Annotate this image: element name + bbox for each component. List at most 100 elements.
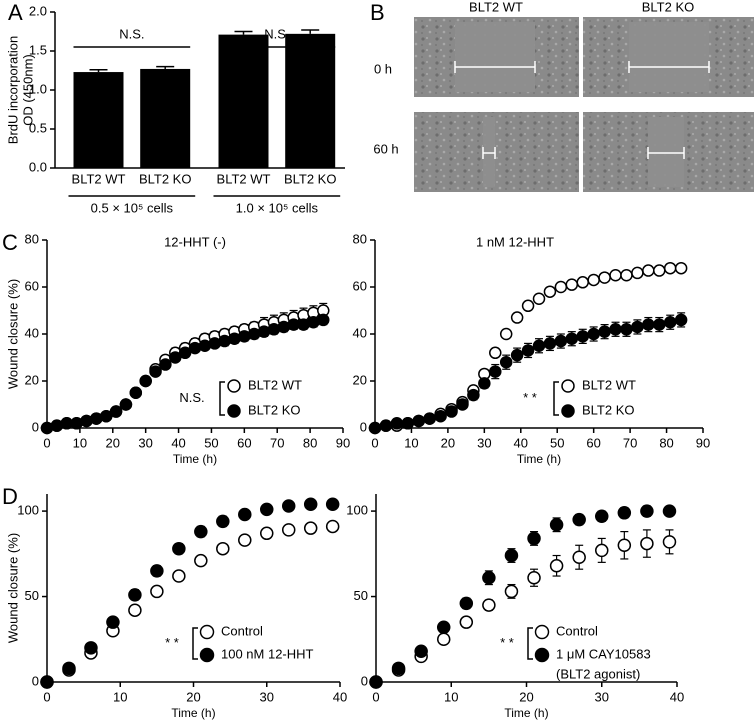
y-tick-label: 1.0 (29, 81, 47, 96)
point (532, 292, 546, 305)
x-tick-label: 90 (336, 435, 350, 450)
legend-marker (227, 404, 241, 418)
x-tick-label: 60 (586, 435, 600, 450)
legend-label: BLT2 WT (248, 377, 302, 392)
x-axis-label: Time (h) (171, 706, 215, 720)
chart-title: 12-HHT (-) (164, 234, 226, 249)
x-tick-label: 20 (106, 435, 120, 450)
point (423, 412, 436, 425)
bar (140, 68, 191, 168)
point (617, 506, 632, 520)
point (379, 419, 393, 432)
x-tick-label: 10 (404, 435, 418, 450)
point (106, 615, 120, 629)
bracket (192, 627, 198, 660)
point (617, 538, 632, 553)
point (631, 320, 644, 334)
point (499, 355, 513, 369)
x-tick-label: 0 (43, 435, 50, 450)
x-tick-label: 10 (113, 689, 127, 704)
point (510, 311, 524, 324)
x-tick-label: 70 (623, 435, 637, 450)
x-tick-label: 0 (371, 435, 378, 450)
point (609, 269, 622, 282)
point (527, 531, 541, 546)
point (620, 269, 633, 282)
point (640, 536, 654, 551)
x-tick-label: BLT2 WT (217, 171, 271, 186)
point (565, 278, 579, 291)
legend-marker (534, 647, 550, 663)
x-tick-label: 30 (138, 435, 152, 450)
x-tick-label: 40 (670, 689, 684, 704)
point (467, 388, 480, 402)
point (631, 266, 644, 280)
row-label: 0 h (374, 61, 392, 76)
point (595, 543, 609, 558)
point (521, 299, 535, 313)
y-tick-label: 50 (25, 588, 39, 603)
point (499, 327, 513, 341)
y-tick-label: 100 (17, 503, 39, 518)
y-tick-label: 20 (353, 372, 367, 387)
x-tick-label: 70 (270, 435, 284, 450)
point (391, 661, 406, 676)
x-tick-label: 20 (441, 435, 455, 450)
point (414, 644, 428, 658)
point (598, 325, 611, 338)
point (368, 421, 382, 435)
y-tick-label: 0 (360, 419, 367, 434)
point (459, 596, 474, 611)
y-tick-label: 0 (32, 419, 39, 434)
y-axis-label: OD (450nm) (20, 54, 35, 126)
point (149, 365, 162, 378)
x-tick-label: BLT2 KO (284, 171, 337, 186)
point (663, 261, 677, 275)
x-tick-label: 20 (519, 689, 533, 704)
column-label: BLT2 WT (469, 0, 523, 14)
point (445, 405, 458, 418)
x-tick-label: 10 (444, 689, 458, 704)
point (194, 524, 208, 539)
y-axis-label: BrdU incorporation (5, 36, 20, 144)
point (172, 569, 186, 583)
point (653, 318, 666, 331)
x-tick-label: 60 (237, 435, 251, 450)
legend-marker (227, 379, 241, 393)
x-tick-label: 10 (73, 435, 87, 450)
x-tick-label: 40 (171, 435, 185, 450)
panel-letter: D (2, 484, 18, 509)
legend-marker (534, 624, 550, 640)
point (642, 318, 655, 331)
annotation: * * (500, 635, 514, 650)
point (674, 313, 688, 327)
point (238, 533, 252, 547)
point (478, 377, 491, 390)
wound-gap (455, 22, 535, 92)
column-label: BLT2 KO (642, 0, 695, 14)
point (369, 675, 383, 689)
panel-letter: C (2, 230, 18, 255)
point (549, 559, 564, 573)
panel-letter: A (8, 0, 23, 25)
point (325, 519, 340, 534)
point (456, 398, 469, 411)
x-tick-label: BLT2 WT (72, 171, 126, 186)
y-tick-label: 50 (354, 588, 368, 603)
x-tick-label: 50 (204, 435, 218, 450)
point (459, 615, 474, 629)
point (543, 337, 557, 350)
row-label: 60 h (373, 141, 398, 156)
point (640, 504, 654, 518)
point (150, 584, 164, 599)
legend-marker (561, 404, 575, 418)
chart-title: 1 nM 12-HHT (476, 234, 554, 249)
point (587, 327, 600, 341)
x-tick-label: 50 (550, 435, 564, 450)
point (489, 365, 502, 378)
point (662, 535, 677, 549)
point (482, 570, 496, 585)
point (129, 386, 143, 399)
wound-gap (629, 22, 709, 92)
